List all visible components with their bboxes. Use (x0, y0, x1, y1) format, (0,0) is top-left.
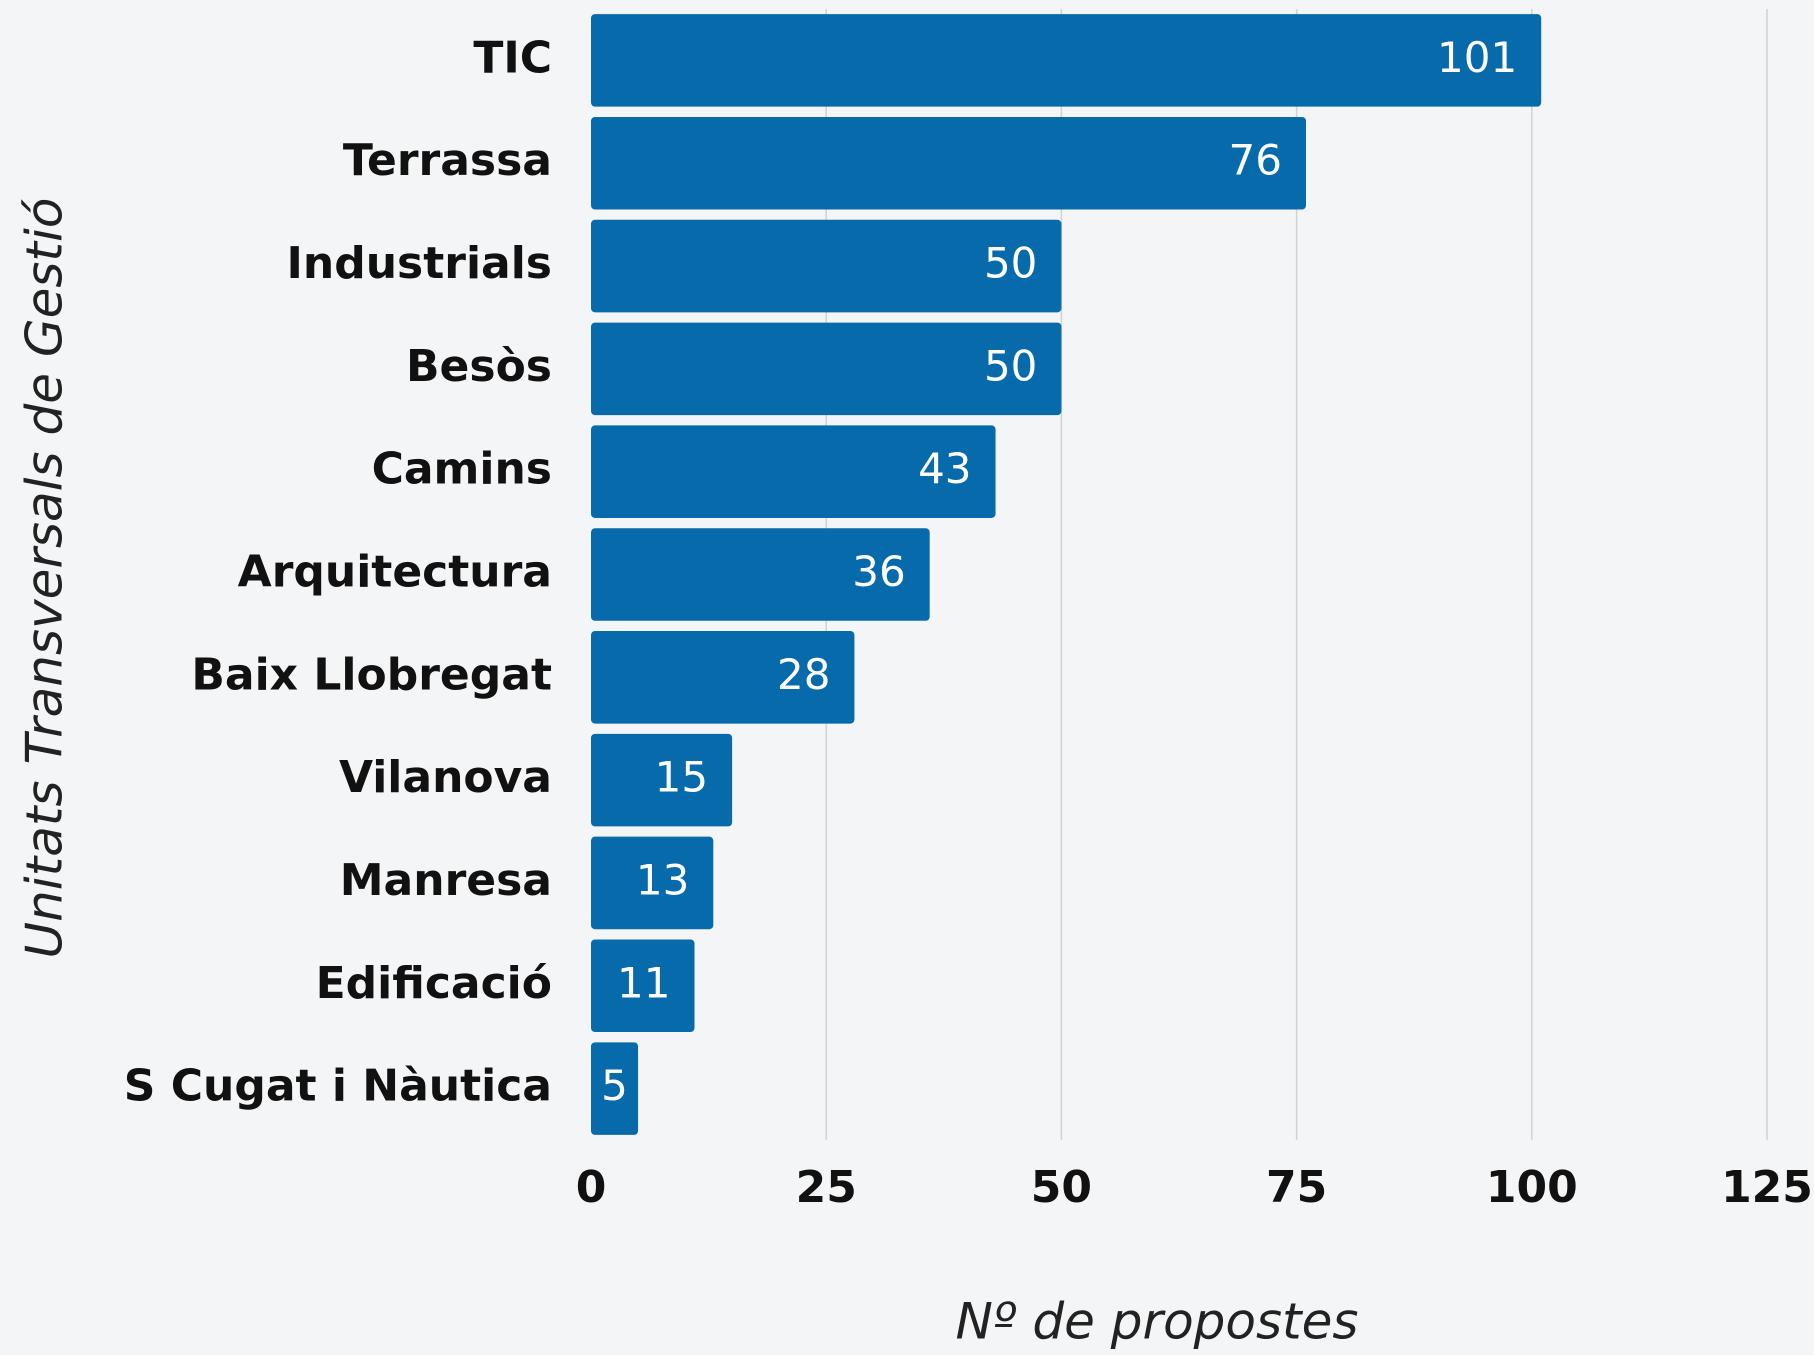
value-label: 50 (984, 239, 1037, 288)
value-label: 101 (1437, 33, 1517, 82)
y-tick-label: Industrials (287, 238, 552, 289)
y-tick-label: Camins (372, 444, 552, 495)
x-tick-label: 0 (576, 1162, 607, 1213)
bar (591, 116, 1307, 210)
y-tick-label: Vilanova (339, 752, 552, 803)
bar (591, 733, 733, 827)
x-axis-title: Nº de propostes (956, 1293, 1359, 1351)
bar (591, 939, 695, 1033)
value-label: 50 (984, 341, 1037, 390)
value-label: 43 (918, 444, 971, 493)
y-tick-label: Edificació (316, 958, 552, 1009)
bar (591, 631, 855, 724)
bar (591, 425, 996, 518)
x-tick-label: 75 (1266, 1162, 1327, 1213)
value-label: 28 (777, 650, 830, 699)
y-tick-label: Arquitectura (238, 547, 552, 598)
bar (591, 836, 714, 930)
y-tick-label: Besòs (406, 341, 552, 392)
x-tick-label: 125 (1721, 1162, 1813, 1213)
value-label: 76 (1229, 136, 1282, 185)
y-tick-label: Terrassa (343, 135, 552, 186)
x-tick-label: 100 (1486, 1162, 1578, 1213)
y-tick-label: Manresa (340, 855, 552, 906)
value-label: 15 (655, 753, 708, 802)
y-tick-label: Baix Llobregat (191, 649, 552, 700)
bar (591, 1042, 639, 1135)
y-tick-label: TIC (473, 32, 552, 83)
bar (591, 219, 1062, 313)
value-label: 11 (617, 958, 670, 1007)
value-label: 36 (852, 547, 905, 596)
bar (591, 14, 1542, 107)
bar (591, 322, 1062, 416)
y-axis-title: Unitats Transversals de Gestió (16, 197, 74, 958)
bar (591, 528, 930, 621)
value-label: 5 (601, 1061, 628, 1110)
y-tick-label: S Cugat i Nàutica (124, 1061, 552, 1112)
x-tick-label: 50 (1031, 1162, 1092, 1213)
value-label: 13 (636, 855, 689, 904)
x-tick-label: 25 (796, 1162, 857, 1213)
